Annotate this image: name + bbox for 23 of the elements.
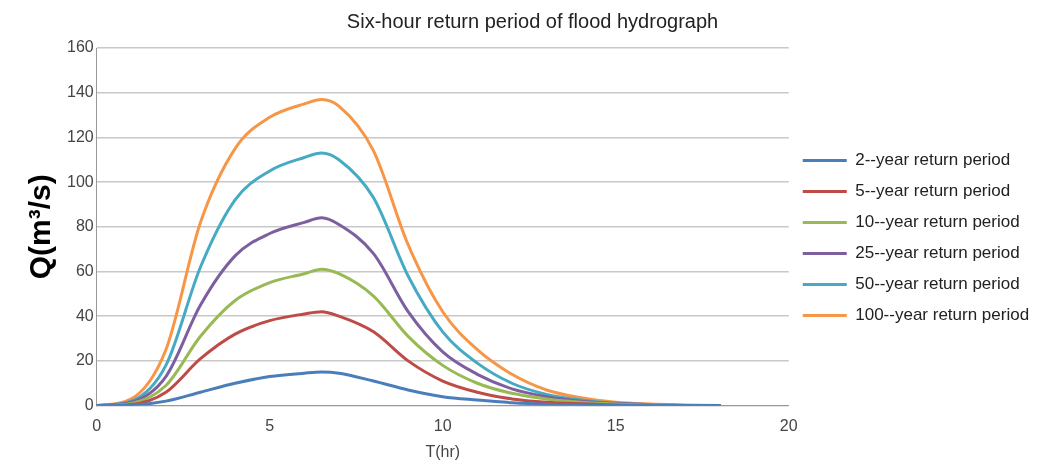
- legend-label: 50--year return period: [855, 274, 1030, 294]
- x-tick-label: 10: [433, 416, 452, 434]
- y-tick-label: 100: [66, 172, 94, 190]
- x-tick-label: 5: [265, 416, 275, 434]
- legend-label: 5--year return period: [855, 181, 1020, 201]
- y-tick-label: 140: [66, 83, 94, 101]
- x-tick-label: 20: [779, 416, 798, 434]
- y-tick-label: 160: [66, 38, 94, 56]
- y-tick-label: 40: [75, 306, 94, 324]
- y-tick-label: 80: [75, 217, 94, 235]
- legend-label: 100--year return period: [855, 305, 1039, 325]
- x-axis-title: T(hr): [425, 442, 461, 460]
- y-tick-label: 0: [84, 396, 94, 414]
- line-series: [96, 370, 722, 406]
- legend-label: 10--year return period: [855, 212, 1030, 232]
- y-axis-title: Q(m³/s): [23, 174, 57, 280]
- chart-title: Six-hour return period of flood hydrograph: [346, 9, 719, 32]
- y-tick-label: 20: [75, 351, 94, 369]
- x-tick-label: 15: [606, 416, 625, 434]
- y-tick-label: 120: [66, 127, 94, 145]
- legend-label: 2--year return period: [855, 150, 1020, 170]
- y-tick-label: 60: [75, 261, 94, 279]
- legend-label: 25--year return period: [855, 243, 1030, 263]
